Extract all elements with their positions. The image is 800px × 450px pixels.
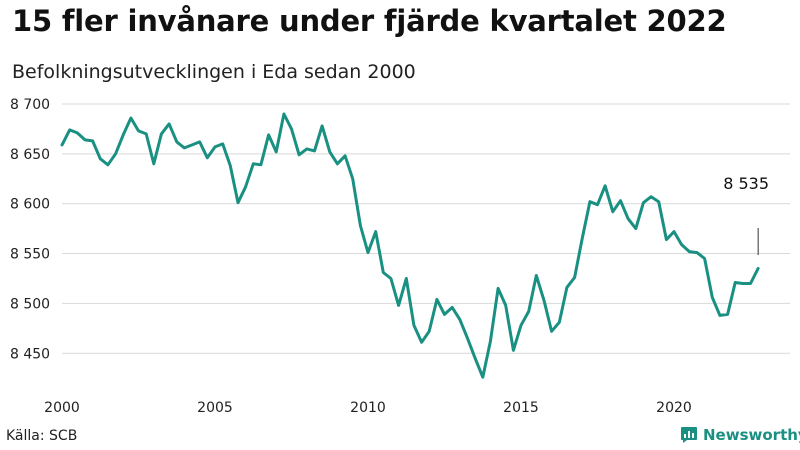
newsworthy-icon <box>681 427 697 443</box>
series-line <box>60 112 760 379</box>
brand-name: Newsworthy <box>703 426 800 444</box>
y-tick-label: 8 700 <box>10 97 50 113</box>
annotation-label: 8 535 <box>723 174 769 193</box>
x-tick-label: 2005 <box>197 400 233 416</box>
y-tick-label: 8 500 <box>10 296 50 312</box>
x-tick-label: 2000 <box>44 400 80 416</box>
x-tick-label: 2010 <box>350 400 386 416</box>
chart-subtitle: Befolkningsutvecklingen i Eda sedan 2000 <box>12 61 416 83</box>
y-tick-label: 8 600 <box>10 197 50 213</box>
y-tick-label: 8 650 <box>10 147 50 163</box>
x-tick-label: 2020 <box>656 400 692 416</box>
chart-title: 15 fler invånare under fjärde kvartalet … <box>12 4 727 38</box>
source-note: Källa: SCB <box>6 428 78 444</box>
y-tick-label: 8 450 <box>10 346 50 362</box>
y-tick-label: 8 550 <box>10 247 50 263</box>
brand-logo: Newsworthy <box>680 426 800 444</box>
x-tick-label: 2015 <box>503 400 539 416</box>
